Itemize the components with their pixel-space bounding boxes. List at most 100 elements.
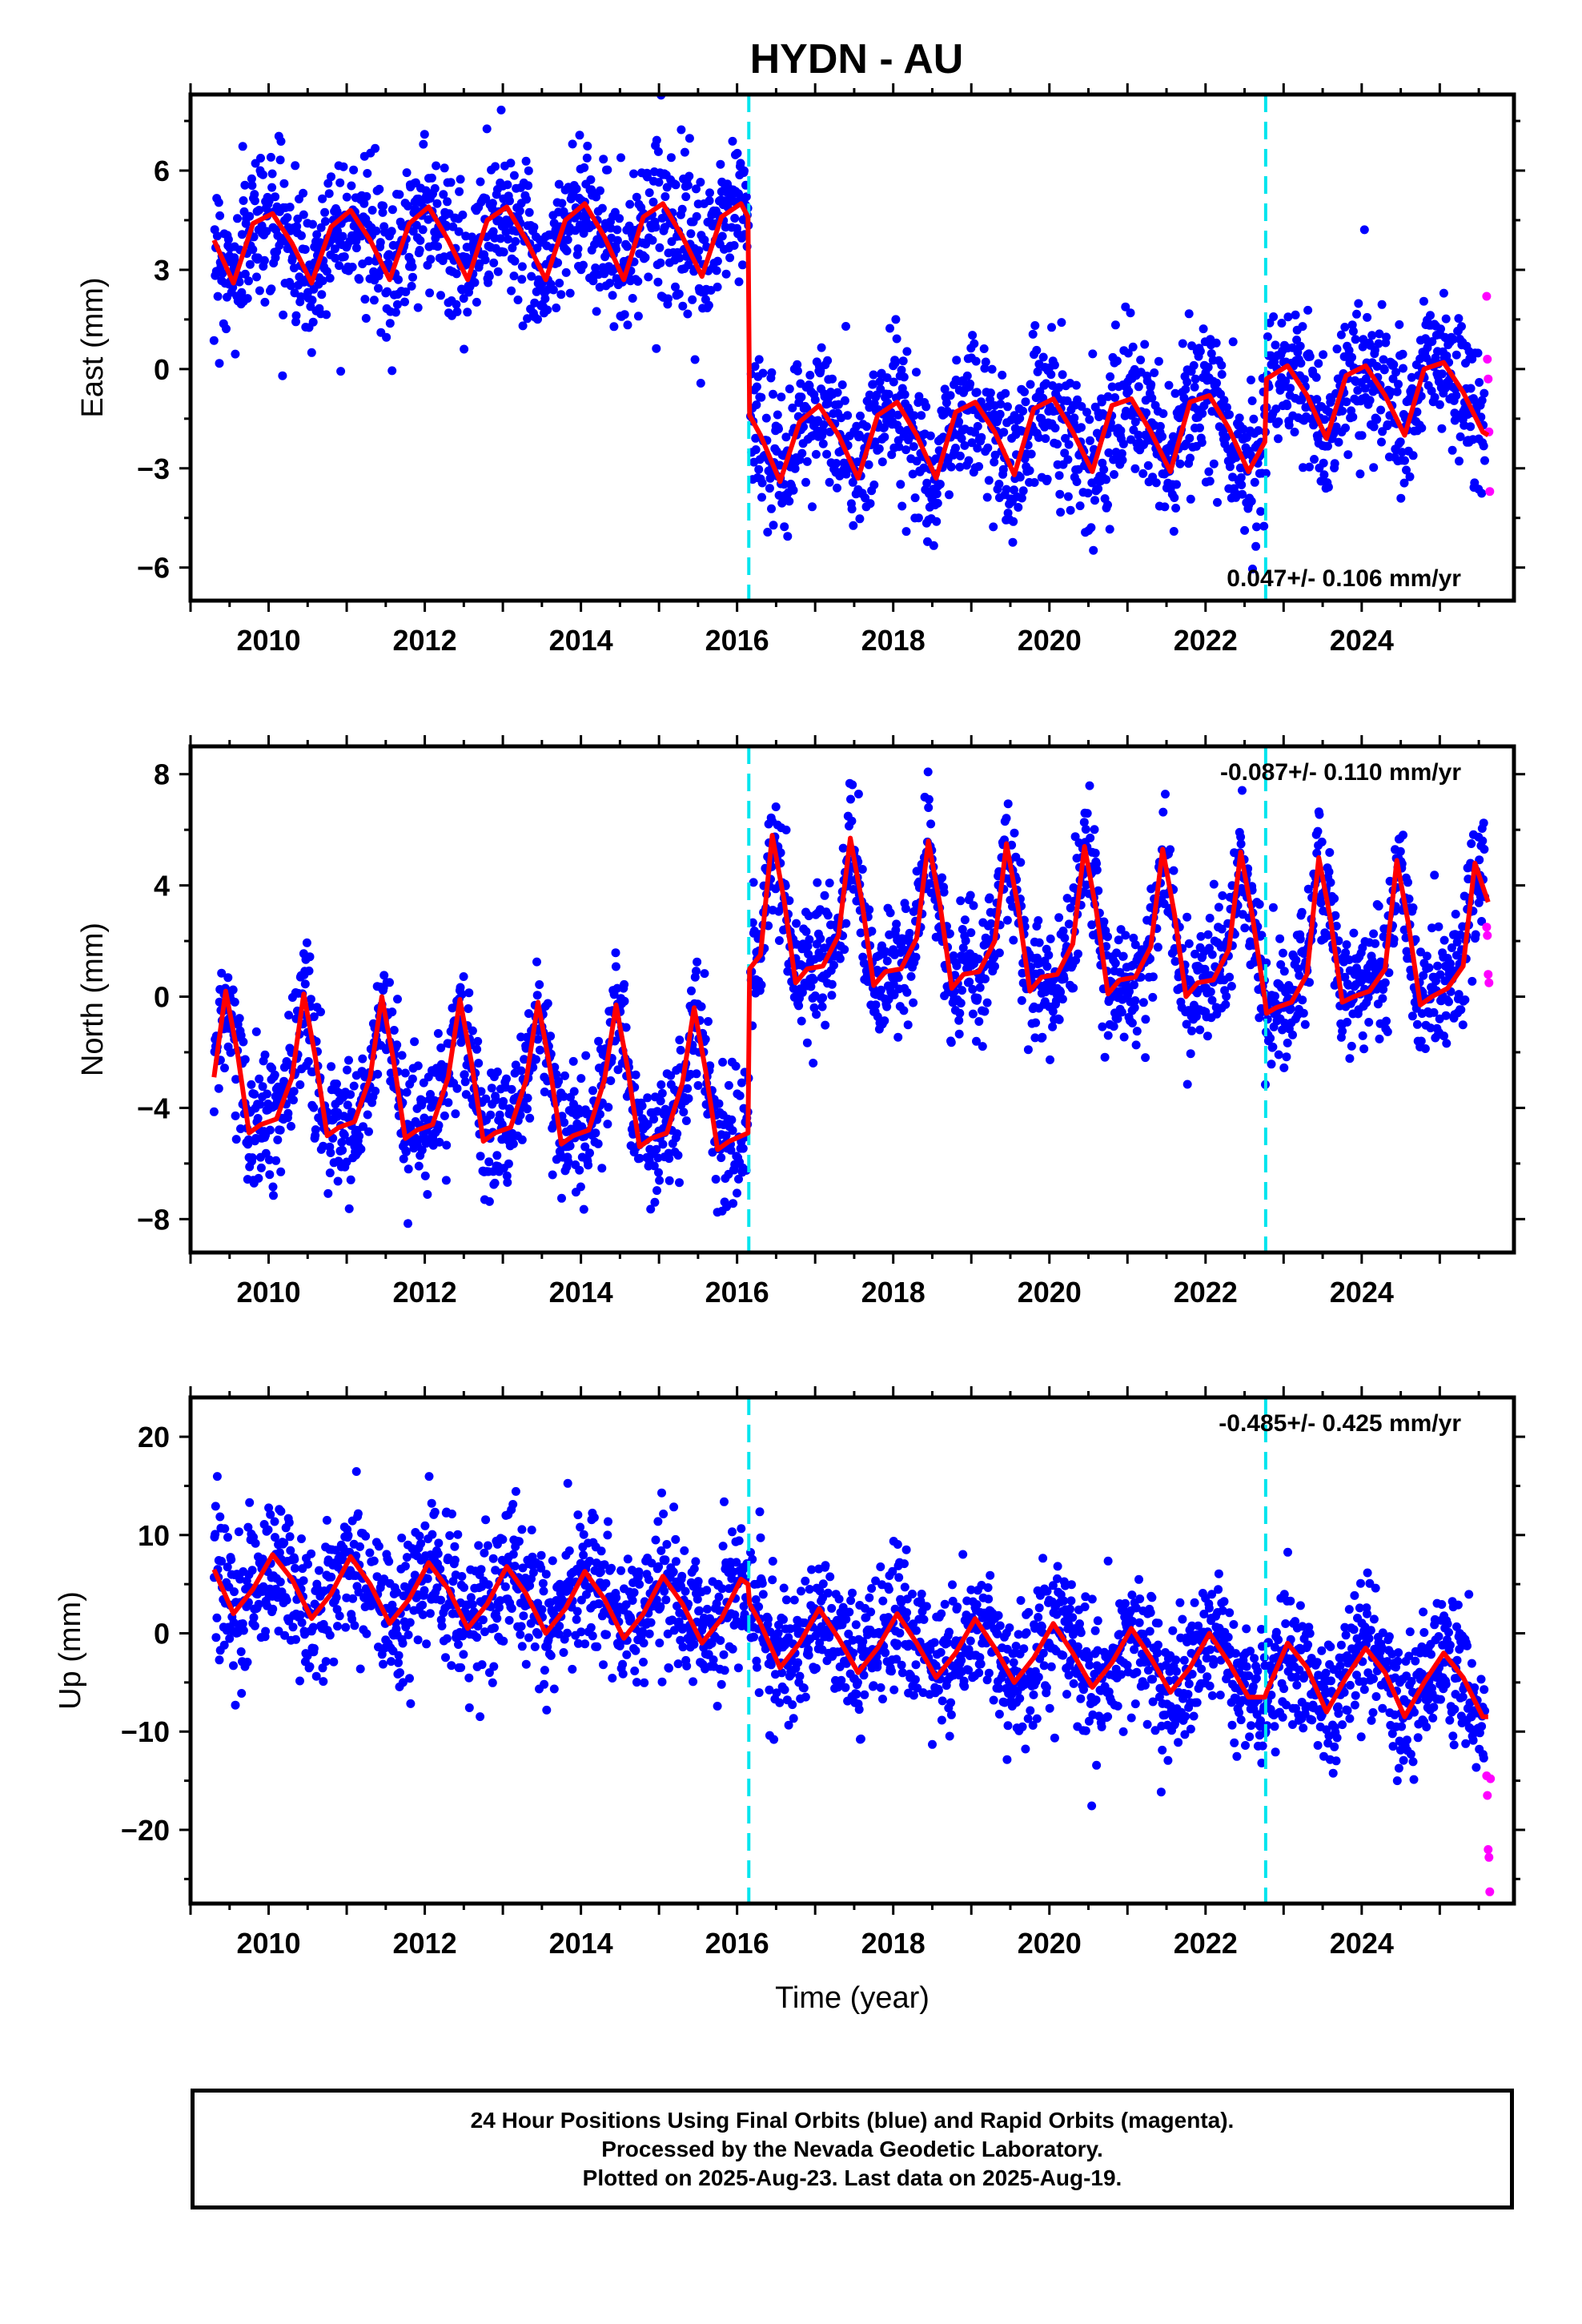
- east-data-point: [1073, 395, 1082, 404]
- east-data-point: [419, 139, 428, 149]
- north-x-tick-label: 2022: [1174, 1276, 1238, 1309]
- east-data-point: [752, 400, 761, 409]
- east-data-point: [1391, 368, 1400, 377]
- east-data-point: [752, 382, 761, 392]
- north-data-point: [849, 885, 858, 894]
- east-data-point: [244, 276, 253, 286]
- east-data-point: [322, 310, 331, 320]
- east-data-point: [897, 365, 906, 375]
- north-data-point: [451, 1109, 460, 1119]
- east-data-point: [1003, 509, 1013, 518]
- east-data-point: [1014, 503, 1023, 512]
- east-data-point: [1332, 344, 1342, 354]
- east-data-point: [683, 181, 693, 190]
- north-data-point: [1383, 1027, 1392, 1036]
- north-data-point: [1086, 833, 1095, 842]
- east-data-point: [554, 179, 564, 189]
- north-data-point: [1303, 884, 1313, 894]
- east-data-point: [1034, 432, 1043, 442]
- north-data-point: [1034, 916, 1043, 925]
- north-data-point: [643, 1120, 652, 1129]
- east-data-point: [279, 310, 288, 320]
- north-data-point: [1109, 1022, 1118, 1031]
- north-data-point: [355, 1132, 364, 1141]
- north-data-point: [554, 1076, 564, 1086]
- north-data-point: [1324, 867, 1334, 877]
- east-data-point: [1110, 470, 1118, 479]
- north-data-point: [560, 1118, 569, 1128]
- north-data-point: [899, 1006, 909, 1015]
- north-data-point: [955, 1008, 965, 1018]
- north-data-point: [1060, 933, 1070, 943]
- north-data-point: [1282, 1052, 1291, 1062]
- north-data-point: [580, 1142, 590, 1152]
- north-data-point: [300, 979, 310, 989]
- east-data-point: [704, 300, 713, 310]
- north-data-point: [646, 1204, 656, 1214]
- east-data-point: [292, 222, 302, 231]
- north-data-point: [476, 1152, 485, 1161]
- east-data-point: [212, 231, 222, 241]
- north-data-point: [975, 983, 985, 992]
- east-data-point: [733, 148, 742, 158]
- east-data-point: [996, 400, 1006, 409]
- east-data-point: [1283, 312, 1293, 322]
- east-data-point: [484, 271, 494, 281]
- east-data-point: [1238, 489, 1247, 499]
- north-data-point: [1130, 996, 1140, 1005]
- north-data-point: [223, 973, 233, 983]
- north-data-point: [1238, 786, 1247, 795]
- east-data-point: [705, 196, 714, 206]
- north-data-point: [1298, 995, 1307, 1005]
- east-data-point: [1365, 396, 1375, 405]
- north-data-point: [812, 1010, 821, 1019]
- east-data-point: [692, 184, 701, 194]
- north-data-point: [1283, 1038, 1292, 1047]
- north-data-point: [487, 1084, 496, 1093]
- north-data-point: [435, 1137, 444, 1147]
- east-data-point: [400, 297, 409, 307]
- north-data-point: [847, 816, 857, 826]
- north-data-point: [902, 987, 912, 997]
- east-data-point: [430, 183, 440, 193]
- east-data-point: [1342, 397, 1351, 407]
- east-data-point: [741, 192, 751, 202]
- east-data-point: [652, 344, 661, 353]
- east-data-point: [896, 480, 905, 489]
- north-data-point: [1406, 971, 1415, 981]
- east-data-point: [623, 320, 632, 330]
- north-data-point: [276, 1167, 286, 1176]
- east-data-point: [395, 190, 404, 199]
- east-data-point: [628, 294, 637, 303]
- north-data-point: [311, 1125, 320, 1135]
- north-data-point: [1460, 995, 1470, 1004]
- east-data-point: [797, 448, 807, 458]
- north-data-point: [726, 1145, 736, 1155]
- east-data-point: [1175, 459, 1185, 468]
- north-data-point: [1316, 899, 1326, 908]
- east-data-point: [331, 253, 340, 263]
- east-data-point: [751, 433, 761, 443]
- east-data-point: [951, 444, 960, 452]
- east-data-point: [555, 279, 564, 287]
- east-data-point: [361, 314, 371, 323]
- north-data-point: [735, 1091, 745, 1100]
- east-data-point: [515, 206, 524, 215]
- east-data-point: [1064, 440, 1074, 449]
- north-data-point: [901, 904, 910, 914]
- north-data-point: [892, 919, 901, 929]
- north-data-point: [978, 1042, 987, 1051]
- east-data-point: [338, 231, 347, 241]
- north-data-point: [1062, 894, 1072, 903]
- east-data-point: [1146, 380, 1156, 389]
- north-data-point: [236, 1124, 245, 1133]
- east-data-point: [1213, 497, 1222, 507]
- east-data-point: [1150, 368, 1159, 377]
- east-data-point: [994, 480, 1004, 489]
- east-data-point: [506, 159, 516, 168]
- north-data-point: [1326, 878, 1335, 887]
- north-data-point: [1407, 1011, 1417, 1021]
- north-data-point: [637, 1101, 647, 1111]
- north-data-point: [502, 1171, 512, 1180]
- east-data-point: [785, 497, 794, 506]
